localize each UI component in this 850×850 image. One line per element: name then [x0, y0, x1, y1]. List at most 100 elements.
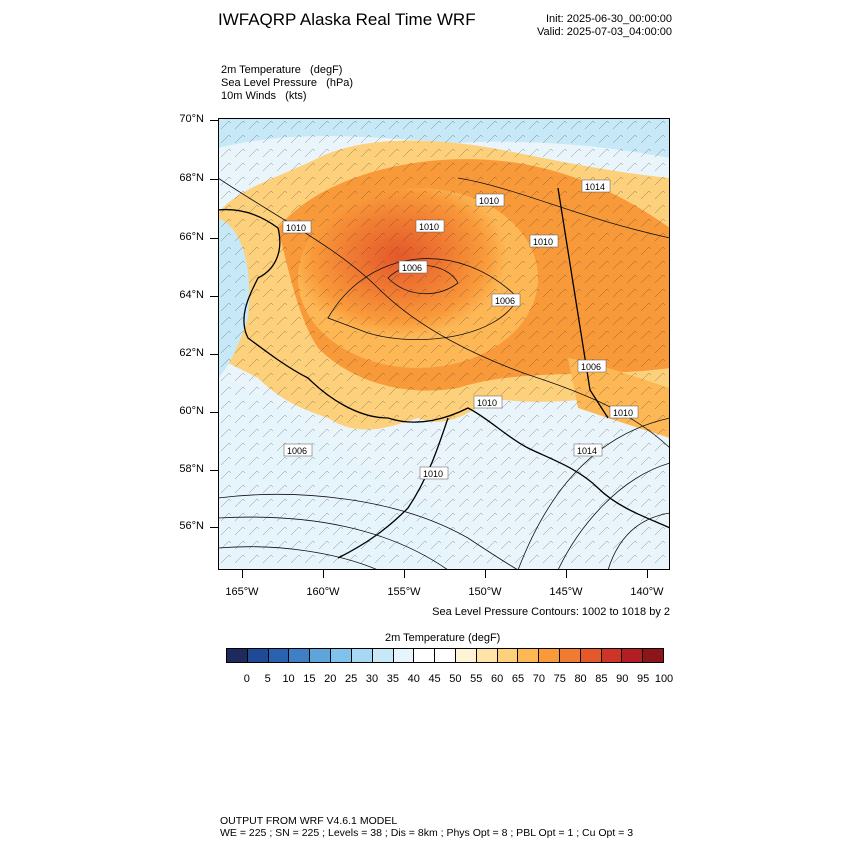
colorbar-swatch	[476, 649, 498, 662]
colorbar-label: 85	[595, 673, 608, 685]
pressure-label: 1010	[529, 234, 559, 248]
lat-label: 62°N	[179, 347, 204, 359]
model-footer: OUTPUT FROM WRF V4.6.1 MODEL WE = 225 ; …	[220, 815, 633, 839]
lat-tick	[210, 179, 218, 180]
colorbar-label: 95	[637, 673, 650, 685]
colorbar-swatch	[331, 649, 352, 662]
colorbar-label: 90	[616, 673, 629, 685]
contour-note: Sea Level Pressure Contours: 1002 to 101…	[432, 606, 670, 618]
svg-text:1006: 1006	[402, 263, 422, 273]
colorbar-swatch	[227, 649, 248, 662]
lon-label: 140°W	[630, 586, 664, 598]
svg-text:1010: 1010	[423, 469, 443, 479]
pressure-label: 1006	[577, 359, 607, 373]
colorbar-swatch	[539, 649, 560, 662]
svg-text:1010: 1010	[286, 223, 306, 233]
colorbar-label: 50	[449, 673, 462, 685]
pressure-label-group: 1010 1010 1010 1010 1006 1006 1014 1006 …	[282, 179, 639, 480]
lon-label: 155°W	[387, 586, 421, 598]
lon-label: 150°W	[468, 586, 502, 598]
pressure-label: 1010	[609, 405, 639, 419]
footer-line-1: OUTPUT FROM WRF V4.6.1 MODEL	[220, 815, 398, 827]
coastline	[218, 187, 670, 559]
colorbar-swatch	[435, 649, 456, 662]
lat-tick	[210, 238, 218, 239]
colorbar-swatch	[518, 649, 540, 662]
colorbar-swatch	[393, 649, 415, 662]
lon-tick	[566, 570, 567, 578]
svg-text:1014: 1014	[577, 446, 597, 456]
lat-tick	[210, 296, 218, 297]
lat-tick	[210, 412, 218, 413]
colorbar-swatch	[455, 649, 477, 662]
lat-label: 58°N	[179, 463, 204, 475]
colorbar-swatch	[268, 649, 290, 662]
svg-text:1010: 1010	[419, 222, 439, 232]
pressure-label: 1014	[573, 443, 603, 457]
colorbar-label: 60	[491, 673, 504, 685]
pressure-label: 1010	[475, 193, 505, 207]
colorbar-label: 80	[574, 673, 587, 685]
alaska-map: 1010 1010 1010 1010 1006 1006 1014 1006 …	[218, 118, 670, 570]
colorbar-title: 2m Temperature (degF)	[385, 632, 501, 644]
svg-text:1010: 1010	[533, 237, 553, 247]
colorbar	[226, 648, 664, 663]
pressure-label: 1014	[581, 179, 611, 193]
lon-label: 165°W	[225, 586, 259, 598]
colorbar-label: 100	[654, 673, 674, 685]
svg-text:1006: 1006	[287, 446, 307, 456]
colorbar-swatch	[310, 649, 332, 662]
svg-text:1010: 1010	[613, 408, 633, 418]
footer-line-2: WE = 225 ; SN = 225 ; Levels = 38 ; Dis …	[220, 827, 634, 839]
colorbar-label: 70	[532, 673, 545, 685]
pressure-label: 1010	[419, 466, 449, 480]
colorbar-swatch	[247, 649, 269, 662]
colorbar-label: 5	[264, 673, 271, 685]
lat-tick	[210, 470, 218, 471]
colorbar-label: 15	[303, 673, 316, 685]
svg-text:1010: 1010	[479, 196, 499, 206]
colorbar-label: 75	[553, 673, 566, 685]
pressure-label: 1010	[415, 219, 445, 233]
colorbar-label: 55	[470, 673, 483, 685]
lat-label: 56°N	[179, 520, 204, 532]
init-time: Init: 2025-06-30_00:00:00	[546, 13, 672, 25]
lon-label: 160°W	[306, 586, 340, 598]
pressure-label: 1006	[283, 443, 313, 457]
pressure-label: 1010	[473, 395, 503, 409]
field-temperature: 2m Temperature (degF)	[221, 64, 343, 76]
colorbar-swatch	[414, 649, 436, 662]
time-info: Init: 2025-06-30_00:00:00 Valid: 2025-07…	[537, 13, 672, 39]
lat-label: 66°N	[179, 231, 204, 243]
colorbar-swatch	[289, 649, 311, 662]
colorbar-label: 0	[243, 673, 250, 685]
pressure-label: 1006	[491, 293, 521, 307]
colorbar-swatch	[497, 649, 519, 662]
valid-time: Valid: 2025-07-03_04:00:00	[537, 26, 672, 38]
field-winds: 10m Winds (kts)	[221, 90, 307, 102]
field-pressure: Sea Level Pressure (hPa)	[221, 77, 354, 89]
map-title: IWFAQRP Alaska Real Time WRF	[218, 10, 476, 29]
lon-label: 145°W	[549, 586, 583, 598]
colorbar-label: 20	[324, 673, 337, 685]
colorbar-swatch	[351, 649, 373, 662]
svg-text:1006: 1006	[581, 362, 601, 372]
lon-tick	[485, 570, 486, 578]
colorbar-label: 35	[386, 673, 399, 685]
colorbar-label: 10	[282, 673, 295, 685]
lat-label: 64°N	[179, 289, 204, 301]
colorbar-label: 45	[428, 673, 441, 685]
lat-label: 60°N	[179, 405, 204, 417]
svg-text:1006: 1006	[495, 296, 515, 306]
colorbar-label: 30	[365, 673, 379, 685]
lon-tick	[323, 570, 324, 578]
lat-label: 70°N	[179, 113, 204, 125]
lat-tick	[210, 120, 218, 121]
colorbar-swatch	[643, 649, 664, 662]
lon-tick	[242, 570, 243, 578]
colorbar-swatch	[622, 649, 644, 662]
pressure-label: 1010	[282, 220, 312, 234]
lon-tick	[404, 570, 405, 578]
map-border	[218, 118, 670, 570]
svg-text:1014: 1014	[585, 182, 605, 192]
